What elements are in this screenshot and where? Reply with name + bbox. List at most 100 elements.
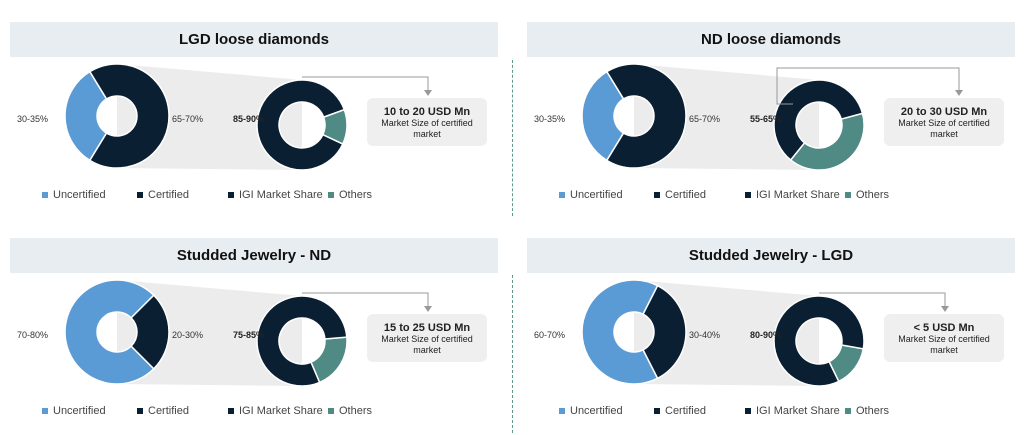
uncertified-label: 60-70% xyxy=(533,330,565,340)
certified-label: 65-70% xyxy=(689,114,721,124)
slice-igi-market-share xyxy=(773,295,865,387)
divider-bottom xyxy=(512,275,513,433)
legend-uncertified: Uncertified xyxy=(42,189,106,201)
chart-panel: Studded Jewelry - LGD 60-70% 30-40% 80-9… xyxy=(527,238,1015,435)
arrow-head-icon xyxy=(941,306,949,312)
uncertified-label: 70-80% xyxy=(16,330,48,340)
legend-others: Others xyxy=(845,405,889,417)
slice-certified xyxy=(642,284,687,380)
donut-charts xyxy=(64,63,432,171)
legend-swatch xyxy=(559,192,565,198)
legend-swatch xyxy=(845,408,851,414)
slice-igi-market-share xyxy=(256,79,346,171)
legend-swatch xyxy=(745,408,751,414)
market-size-value: 15 to 25 USD Mn xyxy=(383,322,471,334)
legend-swatch xyxy=(228,192,234,198)
legend-label: Others xyxy=(856,189,890,201)
legend-label: IGI Market Share xyxy=(239,189,323,201)
slice-uncertified xyxy=(581,70,625,162)
market-size-value: < 5 USD Mn xyxy=(913,322,975,334)
legend-label: Uncertified xyxy=(570,405,623,417)
market-size-caption: Market Size of certified market xyxy=(381,118,473,139)
legend-label: IGI Market Share xyxy=(756,189,840,201)
market-size-box: 20 to 30 USD Mn Market Size of certified… xyxy=(884,98,1004,146)
slice-igi-market-share xyxy=(773,79,864,162)
slice-certified xyxy=(605,63,687,169)
slice-uncertified xyxy=(581,279,659,385)
legend-swatch xyxy=(559,408,565,414)
legend-label: Uncertified xyxy=(570,189,623,201)
igi-share-label: 75-85% xyxy=(232,330,264,340)
legend-label: Others xyxy=(339,189,373,201)
legend-label: Uncertified xyxy=(53,189,106,201)
panel-title: LGD loose diamonds xyxy=(10,22,498,57)
panel-title: Studded Jewelry - LGD xyxy=(527,238,1015,273)
slice-others xyxy=(789,112,865,171)
legend-certified: Certified xyxy=(654,405,706,417)
legend-uncertified: Uncertified xyxy=(559,189,623,201)
market-size-caption: Market Size of certified market xyxy=(381,334,473,355)
igi-share-label: 80-90% xyxy=(749,330,781,340)
arrow-head-icon xyxy=(424,306,432,312)
certified-label: 30-40% xyxy=(689,330,721,340)
chart-panel: LGD loose diamonds 30-35% 65-70% 85-90% … xyxy=(10,22,498,222)
legend-certified: Certified xyxy=(654,189,706,201)
legend-label: Certified xyxy=(148,189,189,201)
legend: Uncertified Certified IGI Market Share O… xyxy=(10,405,498,419)
legend-swatch xyxy=(228,408,234,414)
legend-igi: IGI Market Share xyxy=(745,405,840,417)
legend-swatch xyxy=(328,192,334,198)
arrow-line xyxy=(776,67,960,105)
market-size-value: 20 to 30 USD Mn xyxy=(900,106,988,118)
certified-label: 65-70% xyxy=(172,114,204,124)
arrow-head-icon xyxy=(424,90,432,96)
legend-uncertified: Uncertified xyxy=(42,405,106,417)
slice-uncertified xyxy=(64,279,155,385)
legend-igi: IGI Market Share xyxy=(228,189,323,201)
legend: Uncertified Certified IGI Market Share O… xyxy=(527,189,1015,203)
market-size-value: 10 to 20 USD Mn xyxy=(383,106,471,118)
legend-swatch xyxy=(42,192,48,198)
zoom-connector xyxy=(634,280,819,386)
slice-certified xyxy=(130,294,170,370)
legend-label: IGI Market Share xyxy=(239,405,323,417)
igi-share-label: 85-90% xyxy=(232,114,264,124)
donut-charts xyxy=(64,279,432,387)
arrow-line xyxy=(302,292,429,306)
slice-certified xyxy=(88,63,170,169)
legend-igi: IGI Market Share xyxy=(228,405,323,417)
legend-label: Others xyxy=(339,405,373,417)
certified-label: 20-30% xyxy=(172,330,204,340)
market-size-box: 10 to 20 USD Mn Market Size of certified… xyxy=(367,98,487,146)
slice-uncertified xyxy=(64,70,108,162)
legend-label: Certified xyxy=(665,189,706,201)
legend-uncertified: Uncertified xyxy=(559,405,623,417)
legend-label: IGI Market Share xyxy=(756,405,840,417)
panel-title: Studded Jewelry - ND xyxy=(10,238,498,273)
arrow-line xyxy=(302,76,429,90)
market-size-box: < 5 USD Mn Market Size of certified mark… xyxy=(884,314,1004,362)
arrow-head-icon xyxy=(955,90,963,96)
uncertified-label: 30-35% xyxy=(16,114,48,124)
legend-swatch xyxy=(137,192,143,198)
legend-others: Others xyxy=(328,405,372,417)
divider-top xyxy=(512,60,513,216)
donut-charts xyxy=(581,63,963,171)
legend-swatch xyxy=(137,408,143,414)
legend-swatch xyxy=(654,408,660,414)
igi-share-label: 55-65% xyxy=(749,114,781,124)
market-size-box: 15 to 25 USD Mn Market Size of certified… xyxy=(367,314,487,362)
legend-swatch xyxy=(42,408,48,414)
legend: Uncertified Certified IGI Market Share O… xyxy=(527,405,1015,419)
market-size-caption: Market Size of certified market xyxy=(898,118,990,139)
legend-label: Others xyxy=(856,405,890,417)
legend-label: Certified xyxy=(148,405,189,417)
panel-title: ND loose diamonds xyxy=(527,22,1015,57)
legend-swatch xyxy=(745,192,751,198)
slice-igi-market-share xyxy=(256,295,348,387)
legend-swatch xyxy=(845,192,851,198)
arrow-line xyxy=(819,292,946,306)
chart-panel: ND loose diamonds 30-35% 65-70% 55-65% 2… xyxy=(527,22,1015,222)
legend: Uncertified Certified IGI Market Share O… xyxy=(10,189,498,203)
legend-swatch xyxy=(654,192,660,198)
